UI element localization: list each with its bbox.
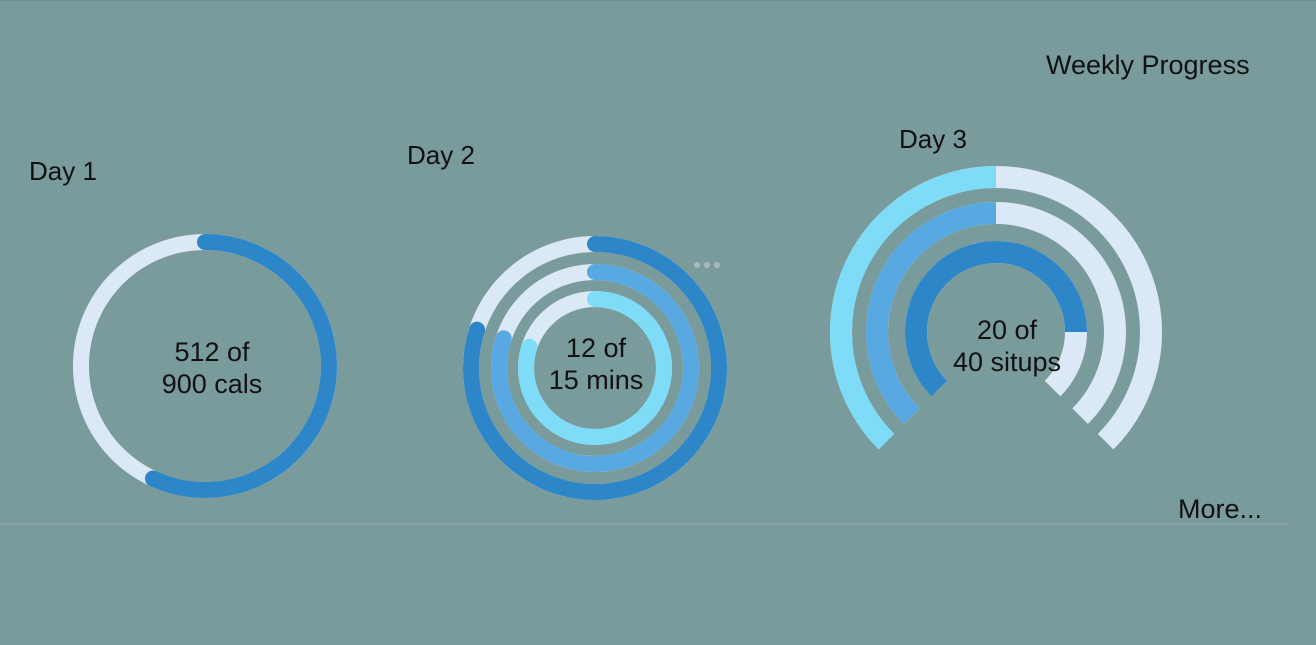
more-dots-icon[interactable]: [694, 262, 720, 268]
day-1-ring-1-progress: [144, 234, 337, 498]
day-2-ring-1-progress: [463, 236, 727, 500]
day-2-summary: 12 of 15 mins: [549, 332, 644, 396]
page-title: Weekly Progress: [1046, 50, 1250, 80]
day-1-summary: 512 of 900 cals: [162, 336, 263, 400]
day-1-label: Day 1: [29, 156, 97, 186]
day-1-value: 512 of: [174, 337, 250, 367]
day-3-summary: 20 of 40 situps: [953, 314, 1061, 378]
section-divider: [0, 523, 1288, 525]
day-2-ring-2-progress: [491, 264, 699, 472]
day-2-goal: 15 mins: [548, 365, 644, 395]
dot: [714, 262, 720, 268]
day-3-ring-2-progress: [866, 202, 997, 424]
day-3-label: Day 3: [899, 124, 967, 154]
top-border: [0, 0, 1316, 1]
day-3-ring-3-progress: [905, 241, 1087, 397]
day-3-goal: 40 situps: [952, 347, 1062, 377]
more-link[interactable]: More...: [1178, 494, 1263, 524]
day-1-ring-chart: [73, 234, 337, 499]
day-2-label: Day 2: [407, 140, 475, 170]
dot: [704, 262, 710, 268]
day-2-ring-chart: [463, 236, 727, 501]
day-2-ring-3-progress: [518, 291, 672, 445]
day-2-value: 12 of: [565, 333, 627, 363]
day-3-ring-chart: [830, 166, 1162, 450]
day-1-goal: 900 cals: [161, 369, 263, 399]
dot: [694, 262, 700, 268]
day-3-ring-1-progress: [830, 166, 997, 450]
day-3-value: 20 of: [976, 315, 1038, 345]
